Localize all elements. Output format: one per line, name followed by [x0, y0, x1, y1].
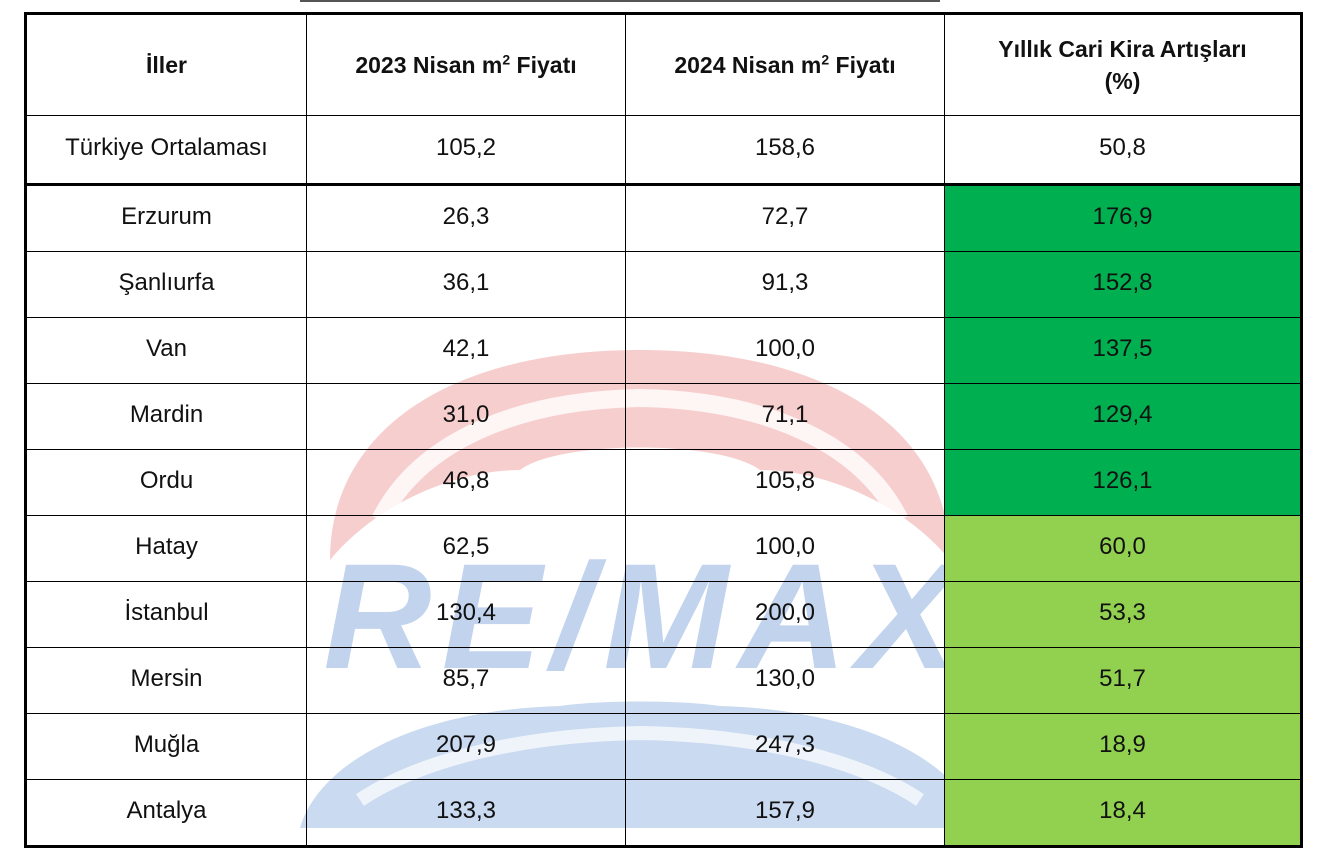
city-cell: Antalya [25, 779, 307, 847]
increase-cell: 176,9 [944, 184, 1302, 252]
price-2023-cell: 36,1 [306, 251, 626, 318]
table-row: Muğla 207,9 247,3 18,9 [25, 713, 1302, 780]
rent-table-container: İller 2023 Nisan m2 Fiyatı 2024 Nisan m2… [24, 12, 1303, 848]
price-2024-cell: 247,3 [625, 713, 945, 780]
price-2023-cell: 133,3 [306, 779, 626, 847]
city-cell: Ordu [25, 449, 307, 516]
price-2024-cell: 72,7 [625, 184, 945, 252]
table-row: Antalya 133,3 157,9 18,4 [25, 779, 1302, 847]
price-2024-cell: 200,0 [625, 581, 945, 648]
increase-cell: 18,4 [944, 779, 1302, 847]
table-row: Van 42,1 100,0 137,5 [25, 317, 1302, 384]
table-header-row: İller 2023 Nisan m2 Fiyatı 2024 Nisan m2… [25, 13, 1302, 116]
table-row: Erzurum 26,3 72,7 176,9 [25, 184, 1302, 252]
city-cell: Hatay [25, 515, 307, 582]
city-cell: Muğla [25, 713, 307, 780]
header-annual-increase: Yıllık Cari Kira Artışları (%) [944, 13, 1302, 116]
price-2023-cell: 46,8 [306, 449, 626, 516]
city-cell: Van [25, 317, 307, 384]
price-2023-cell: 26,3 [306, 184, 626, 252]
price-2024-cell: 71,1 [625, 383, 945, 450]
city-cell: Türkiye Ortalaması [25, 115, 307, 186]
price-2023-cell: 207,9 [306, 713, 626, 780]
price-2024-cell: 158,6 [625, 115, 945, 186]
increase-cell: 129,4 [944, 383, 1302, 450]
table-row: Mardin 31,0 71,1 129,4 [25, 383, 1302, 450]
city-cell: Mersin [25, 647, 307, 714]
increase-cell: 51,7 [944, 647, 1302, 714]
price-2024-cell: 130,0 [625, 647, 945, 714]
price-2023-cell: 105,2 [306, 115, 626, 186]
increase-cell: 137,5 [944, 317, 1302, 384]
price-2023-cell: 85,7 [306, 647, 626, 714]
price-2023-cell: 130,4 [306, 581, 626, 648]
price-2024-cell: 157,9 [625, 779, 945, 847]
table-row: Şanlıurfa 36,1 91,3 152,8 [25, 251, 1302, 318]
price-2024-cell: 91,3 [625, 251, 945, 318]
increase-cell: 60,0 [944, 515, 1302, 582]
price-2023-cell: 62,5 [306, 515, 626, 582]
table-row: Türkiye Ortalaması 105,2 158,6 50,8 [25, 115, 1302, 186]
price-2023-cell: 42,1 [306, 317, 626, 384]
rent-increase-table: İller 2023 Nisan m2 Fiyatı 2024 Nisan m2… [24, 12, 1303, 848]
table-row: Mersin 85,7 130,0 51,7 [25, 647, 1302, 714]
header-price-2023: 2023 Nisan m2 Fiyatı [306, 13, 626, 116]
price-2024-cell: 105,8 [625, 449, 945, 516]
table-row: İstanbul 130,4 200,0 53,3 [25, 581, 1302, 648]
city-cell: Erzurum [25, 184, 307, 252]
price-2024-cell: 100,0 [625, 515, 945, 582]
increase-cell: 53,3 [944, 581, 1302, 648]
city-cell: Şanlıurfa [25, 251, 307, 318]
increase-cell: 50,8 [944, 115, 1302, 186]
header-city: İller [25, 13, 307, 116]
table-body: Türkiye Ortalaması 105,2 158,6 50,8 Erzurum 2… [25, 115, 1302, 847]
price-2024-cell: 100,0 [625, 317, 945, 384]
city-cell: Mardin [25, 383, 307, 450]
top-border-line [300, 0, 940, 2]
header-price-2024: 2024 Nisan m2 Fiyatı [625, 13, 945, 116]
table-row: Ordu 46,8 105,8 126,1 [25, 449, 1302, 516]
increase-cell: 152,8 [944, 251, 1302, 318]
table-row: Hatay 62,5 100,0 60,0 [25, 515, 1302, 582]
increase-cell: 18,9 [944, 713, 1302, 780]
city-cell: İstanbul [25, 581, 307, 648]
price-2023-cell: 31,0 [306, 383, 626, 450]
increase-cell: 126,1 [944, 449, 1302, 516]
